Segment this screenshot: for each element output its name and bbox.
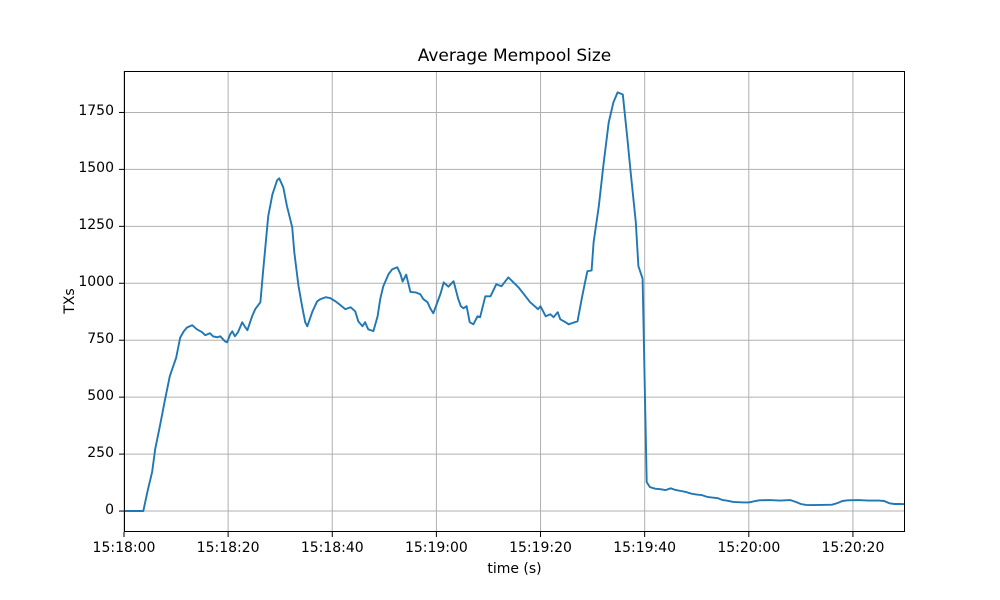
axes-frame [124, 71, 905, 532]
x-tick-label: 15:18:00 [92, 540, 156, 556]
y-tick-label: 1750 [78, 103, 114, 120]
y-tick-label: 1000 [78, 274, 114, 291]
plot-area [119, 71, 906, 537]
x-axis-label: time (s) [487, 561, 542, 577]
y-tick-label: 1500 [78, 160, 114, 177]
series-line [124, 91, 906, 512]
x-tick-label: 15:19:40 [613, 540, 677, 556]
y-tick-label: 750 [87, 331, 114, 348]
y-axis-label: TXs [62, 288, 78, 314]
x-tick-label: 15:19:00 [404, 540, 468, 556]
x-tick-label: 15:20:00 [717, 540, 781, 556]
y-tick-label: 0 [105, 502, 114, 519]
y-tick-label: 250 [87, 445, 114, 462]
y-tick-label: 1250 [78, 217, 114, 234]
y-tick-label: 500 [87, 388, 114, 405]
x-tick-label: 15:18:40 [300, 540, 364, 556]
x-tick-label: 15:20:20 [821, 540, 885, 556]
x-tick-label: 15:19:20 [509, 540, 572, 556]
x-tick-label: 15:18:20 [196, 540, 260, 556]
chart-title: Average Mempool Size [417, 46, 612, 66]
plot-canvas [119, 71, 906, 537]
